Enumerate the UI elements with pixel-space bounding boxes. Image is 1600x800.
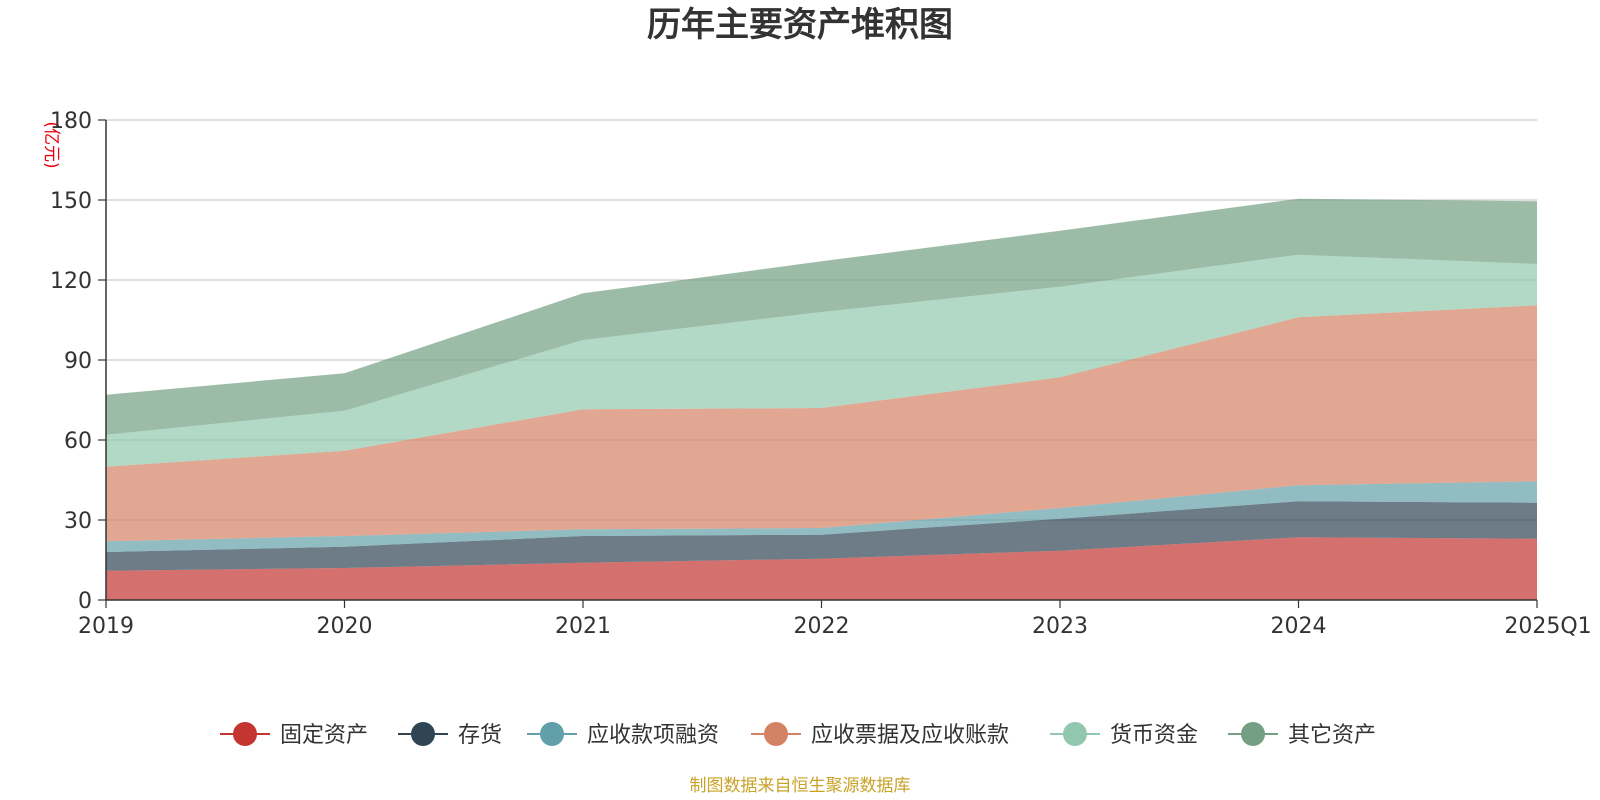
- x-tick-label: 2023: [1032, 614, 1088, 639]
- series-areas: [106, 198, 1537, 600]
- axes: 0 30 60 90 120 150 180 2019 2020 2021 2022 2023 2024…: [50, 109, 1592, 639]
- legend-item-1[interactable]: 固定资产: [220, 722, 368, 748]
- y-tick-label: 120: [50, 269, 92, 294]
- chart-title: 历年主要资产堆积图: [647, 5, 953, 45]
- y-tick-label: 90: [64, 349, 92, 374]
- legend-marker: [1241, 722, 1265, 746]
- area-series-3: [106, 481, 1537, 552]
- x-tick-label: 2024: [1271, 614, 1327, 639]
- legend-label: 固定资产: [280, 723, 368, 748]
- x-tick-label: 2020: [317, 614, 373, 639]
- area-series-5: [106, 254, 1537, 467]
- y-tick-label: 150: [50, 189, 92, 214]
- source-note: 制图数据来自恒生聚源数据库: [690, 776, 911, 796]
- legend-marker: [233, 722, 257, 746]
- y-tick-label: 0: [78, 589, 92, 614]
- area-series-2: [106, 501, 1537, 571]
- legend-label: 其它资产: [1288, 723, 1376, 748]
- legend-label: 货币资金: [1110, 723, 1198, 748]
- y-tick-label: 30: [64, 509, 92, 534]
- y-tick-label: 180: [50, 109, 92, 134]
- y-tick-label: 60: [64, 429, 92, 454]
- legend-marker: [1063, 722, 1087, 746]
- y-axis-unit-label: (亿元): [41, 121, 61, 168]
- legend-marker: [411, 722, 435, 746]
- legend-item-4[interactable]: 应收票据及应收账款: [751, 722, 1009, 748]
- legend-marker: [764, 722, 788, 746]
- area-series-6: [106, 198, 1537, 435]
- x-tick-label: 2025Q1: [1504, 614, 1591, 639]
- x-tick-label: 2022: [794, 614, 850, 639]
- legend-item-6[interactable]: 其它资产: [1228, 722, 1376, 748]
- legend[interactable]: 固定资产 存货 应收款项融资 应收票据及应收账款 货币资金 其它资产: [220, 722, 1376, 748]
- area-series-1: [106, 537, 1537, 600]
- area-series-4: [106, 305, 1537, 542]
- legend-label: 应收款项融资: [587, 723, 719, 748]
- legend-label: 应收票据及应收账款: [811, 723, 1009, 748]
- legend-label: 存货: [458, 723, 502, 748]
- legend-item-2[interactable]: 存货: [398, 722, 502, 748]
- legend-marker: [540, 722, 564, 746]
- legend-item-3[interactable]: 应收款项融资: [527, 722, 719, 748]
- x-tick-label: 2021: [555, 614, 611, 639]
- legend-item-5[interactable]: 货币资金: [1050, 722, 1198, 748]
- x-tick-label: 2019: [78, 614, 134, 639]
